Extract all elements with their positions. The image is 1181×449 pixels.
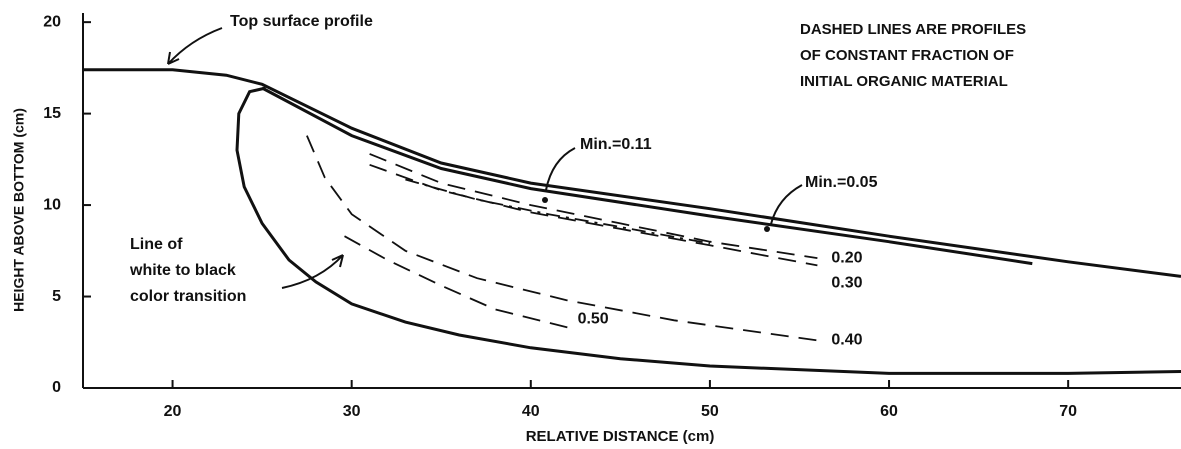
x-tick-label: 20	[164, 403, 182, 420]
arrow	[281, 254, 344, 289]
line	[235, 86, 1181, 375]
arrow-head	[167, 51, 180, 65]
annotation: Top surface profile	[230, 13, 373, 30]
arrow-head	[331, 254, 344, 268]
min-point	[542, 197, 548, 203]
annotation: Line of	[130, 236, 183, 253]
line	[261, 86, 1033, 266]
annotation: color transition	[130, 288, 246, 305]
y-tick-label: 15	[43, 105, 61, 122]
line	[83, 68, 1181, 278]
arrow	[545, 147, 576, 191]
y-tick-label: 5	[52, 288, 61, 305]
line	[306, 135, 818, 342]
arrows	[167, 27, 803, 289]
x-tick-label: 30	[343, 403, 361, 420]
annotation: white to black	[129, 262, 236, 279]
x-axis-label: RELATIVE DISTANCE (cm)	[526, 428, 715, 445]
line	[369, 153, 818, 259]
annotation: INITIAL ORGANIC MATERIAL	[800, 73, 1008, 90]
series-label: 0.20	[831, 249, 862, 266]
y-axis-label: HEIGHT ABOVE BOTTOM (cm)	[11, 108, 27, 312]
arrow	[167, 27, 223, 65]
annotation: Min.=0.11	[580, 136, 652, 153]
y-tick-label: 20	[43, 13, 61, 30]
series-label: 0.50	[578, 311, 609, 328]
annotation: Min.=0.05	[805, 174, 878, 191]
y-tick-label: 0	[52, 379, 61, 396]
x-tick-label: 70	[1059, 403, 1077, 420]
annotation: OF CONSTANT FRACTION OF	[800, 47, 1014, 64]
line	[344, 235, 576, 331]
series-label: 0.40	[831, 332, 862, 349]
line	[405, 178, 711, 245]
y-tick-label: 10	[43, 196, 61, 213]
x-tick-label: 50	[701, 403, 719, 420]
x-tick-label: 40	[522, 403, 540, 420]
line	[369, 163, 818, 267]
x-tick-label: 60	[880, 403, 898, 420]
min-point	[764, 226, 770, 232]
annotation: DASHED LINES ARE PROFILES	[800, 21, 1026, 38]
series-label: 0.30	[831, 275, 862, 292]
